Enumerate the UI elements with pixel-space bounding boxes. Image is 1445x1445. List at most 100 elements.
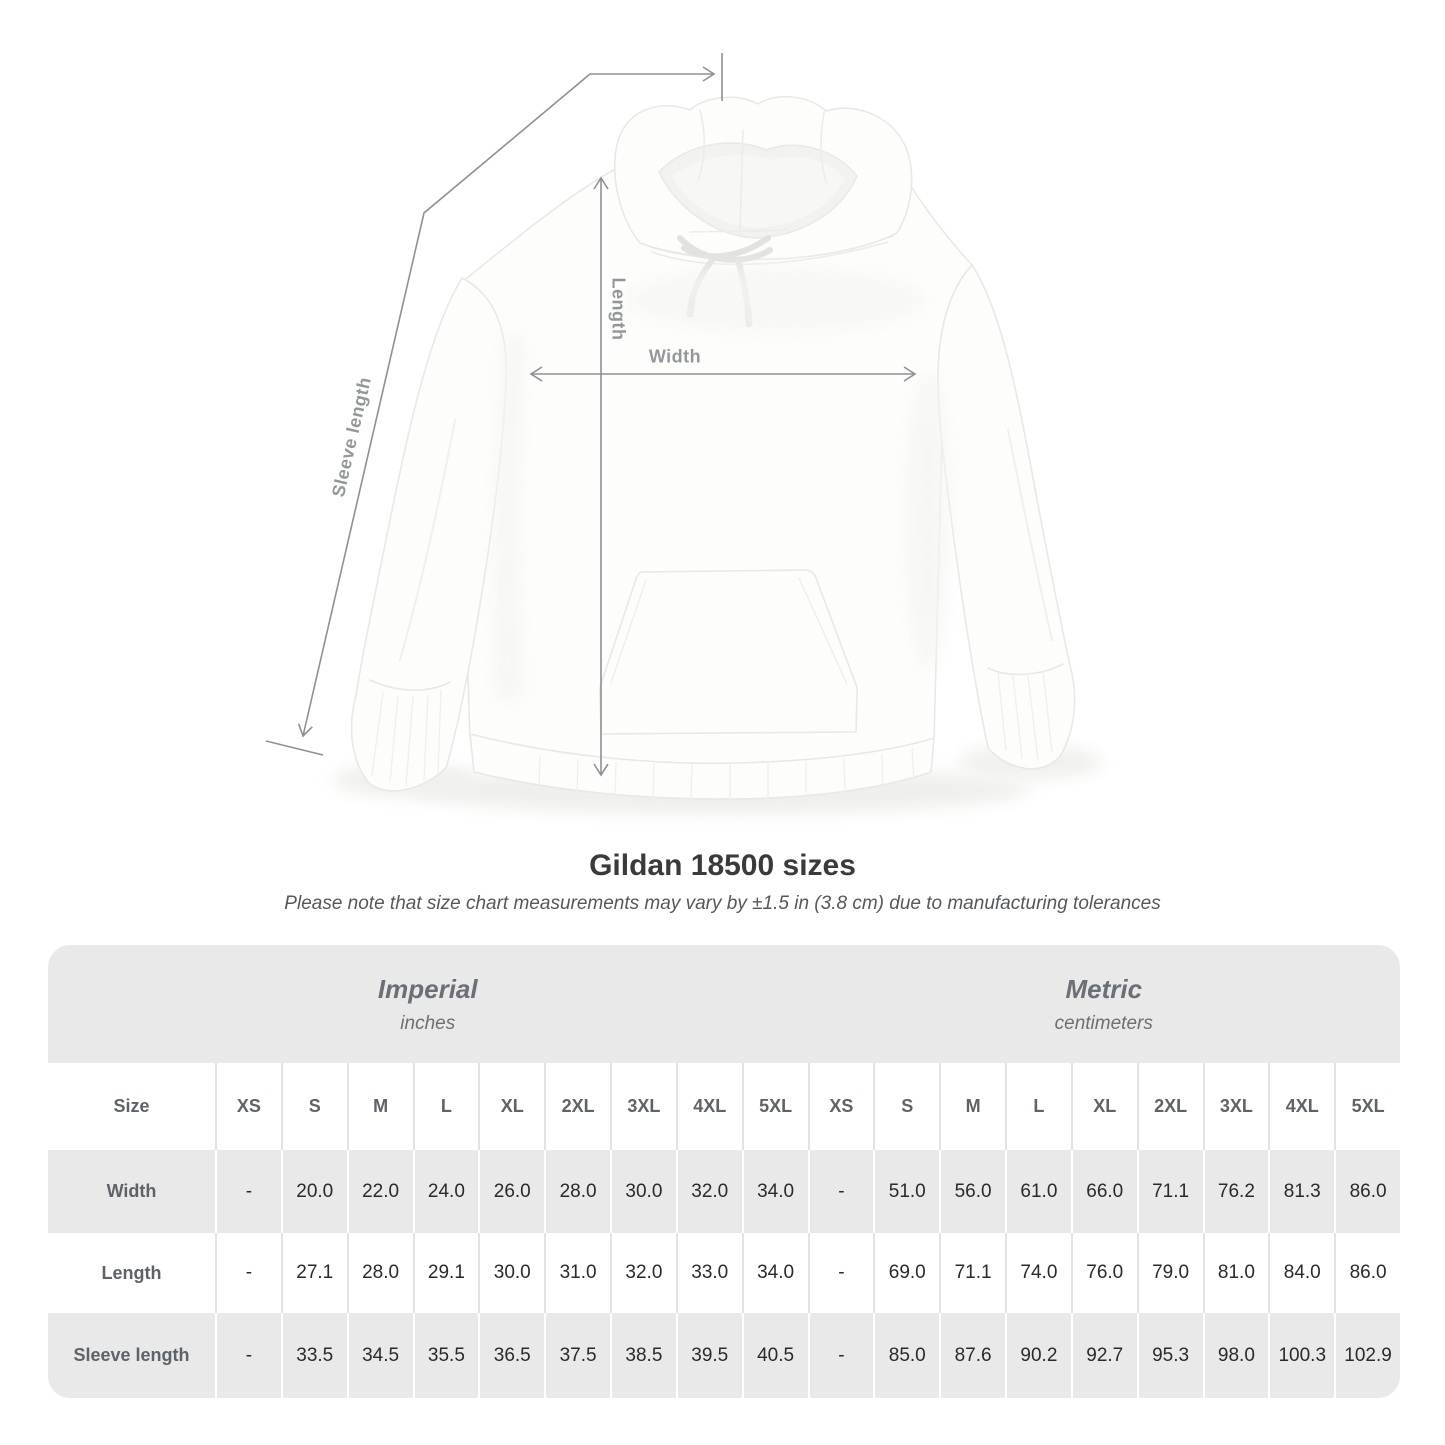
value-cell: 74.0 (1005, 1233, 1071, 1313)
size-col-header: 4XL (1268, 1063, 1334, 1150)
value-cell: - (807, 1150, 874, 1233)
value-cell: 31.0 (544, 1233, 610, 1313)
value-cell: 32.0 (675, 1150, 742, 1233)
value-cell: 92.7 (1070, 1313, 1137, 1398)
length-label: Length (608, 277, 629, 341)
value-cell: 39.5 (675, 1313, 742, 1398)
value-cell: 24.0 (412, 1150, 479, 1233)
value-cell: 30.0 (478, 1233, 544, 1313)
value-cell: 95.3 (1136, 1313, 1203, 1398)
size-col-header: M (939, 1063, 1005, 1150)
value-cell: 56.0 (939, 1150, 1005, 1233)
value-cell: 38.5 (610, 1313, 676, 1398)
hoodie-measurement-diagram (265, 53, 1102, 814)
value-cell: 34.0 (741, 1150, 808, 1233)
size-col-header: 2XL (1136, 1063, 1203, 1150)
value-cell: 28.0 (544, 1150, 610, 1233)
size-col-header: 3XL (1202, 1063, 1269, 1150)
length-row: Length - 27.1 28.0 29.1 30.0 31.0 32.0 3… (48, 1233, 1400, 1313)
size-col-header: 3XL (610, 1063, 676, 1150)
value-cell: - (807, 1313, 874, 1398)
imperial-label: Imperial (377, 973, 478, 1004)
value-cell: 86.0 (1334, 1233, 1400, 1313)
row-label: Length (101, 1262, 162, 1283)
width-label: Width (648, 346, 702, 367)
value-cell: 90.2 (1005, 1313, 1071, 1398)
value-cell: 26.0 (478, 1150, 544, 1233)
sleeve-length-line (297, 73, 591, 738)
value-cell: 84.0 (1268, 1233, 1334, 1313)
value-cell: 20.0 (280, 1150, 347, 1233)
size-col-header: M (346, 1063, 413, 1150)
value-cell: 61.0 (1005, 1150, 1071, 1233)
value-cell: 98.0 (1202, 1313, 1269, 1398)
value-cell: 29.1 (412, 1233, 479, 1313)
row-label: Sleeve length (73, 1345, 190, 1365)
value-cell: 81.0 (1202, 1233, 1269, 1313)
size-col-header: XS (807, 1063, 874, 1150)
value-cell: 76.2 (1202, 1150, 1269, 1233)
sleeve-length-row: Sleeve length - 33.5 34.5 35.5 36.5 37.5… (48, 1313, 1400, 1398)
metric-unit: centimeters (1054, 1012, 1153, 1034)
value-cell: 102.9 (1334, 1313, 1400, 1398)
page-title: Gildan 18500 sizes (589, 849, 856, 882)
size-header-row: Size XS S M L XL 2XL 3XL 4XL 5XL XS S M … (48, 1063, 1400, 1150)
value-cell: 40.5 (741, 1313, 808, 1398)
row-label: Width (106, 1181, 157, 1201)
value-cell: 27.1 (280, 1233, 347, 1313)
value-cell: 33.5 (280, 1313, 347, 1398)
value-cell: 36.5 (478, 1313, 544, 1398)
size-header-cell: Size (113, 1096, 150, 1116)
value-cell: 37.5 (544, 1313, 610, 1398)
value-cell: 79.0 (1136, 1233, 1203, 1313)
size-col-header: XL (1070, 1063, 1137, 1150)
value-cell: 71.1 (1136, 1150, 1203, 1233)
value-cell: 22.0 (346, 1150, 413, 1233)
hoodie-illustration (350, 95, 1076, 801)
value-cell: - (215, 1150, 281, 1233)
hoodie-pocket (598, 569, 859, 735)
value-cell: 33.0 (675, 1233, 742, 1313)
size-table: Imperial inches Metric centimeters Size … (48, 945, 1400, 1398)
tolerance-note: Please note that size chart measurements… (284, 893, 1161, 914)
value-cell: 35.5 (412, 1313, 479, 1398)
value-cell: 28.0 (346, 1233, 413, 1313)
hoodie-right-sleeve (937, 264, 1076, 770)
value-cell: 76.0 (1070, 1233, 1137, 1313)
value-cell: - (215, 1313, 281, 1398)
value-cell: 81.3 (1268, 1150, 1334, 1233)
value-cell: 85.0 (873, 1313, 939, 1398)
value-cell: 86.0 (1334, 1150, 1400, 1233)
size-col-header: XL (478, 1063, 544, 1150)
value-cell: 71.1 (939, 1233, 1005, 1313)
imperial-unit: inches (400, 1012, 456, 1034)
size-col-header: S (280, 1063, 347, 1150)
value-cell: 30.0 (610, 1150, 676, 1233)
width-row: Width - 20.0 22.0 24.0 26.0 28.0 30.0 32… (48, 1150, 1400, 1233)
size-col-header: S (873, 1063, 939, 1150)
measurement-lines (265, 53, 917, 777)
value-cell: 69.0 (873, 1233, 939, 1313)
imperial-section-header: Imperial inches (48, 945, 808, 1063)
size-col-header: 4XL (675, 1063, 742, 1150)
value-cell: 87.6 (939, 1313, 1005, 1398)
value-cell: 66.0 (1070, 1150, 1137, 1233)
sleeve-end-tick (265, 740, 324, 756)
size-col-header: XS (215, 1063, 281, 1150)
value-cell: - (807, 1233, 874, 1313)
size-col-header: L (412, 1063, 479, 1150)
value-cell: - (215, 1233, 281, 1313)
hoodie-hem (469, 733, 935, 800)
size-col-header: L (1005, 1063, 1071, 1150)
value-cell: 32.0 (610, 1233, 676, 1313)
value-cell: 34.5 (346, 1313, 413, 1398)
size-col-header: 5XL (1334, 1063, 1400, 1150)
value-cell: 34.0 (741, 1233, 808, 1313)
value-cell: 100.3 (1268, 1313, 1334, 1398)
metric-section-header: Metric centimeters (808, 945, 1401, 1063)
metric-label: Metric (1065, 973, 1143, 1004)
size-col-header: 5XL (741, 1063, 808, 1150)
value-cell: 51.0 (873, 1150, 939, 1233)
unit-system-header: Imperial inches Metric centimeters (48, 945, 1400, 1063)
